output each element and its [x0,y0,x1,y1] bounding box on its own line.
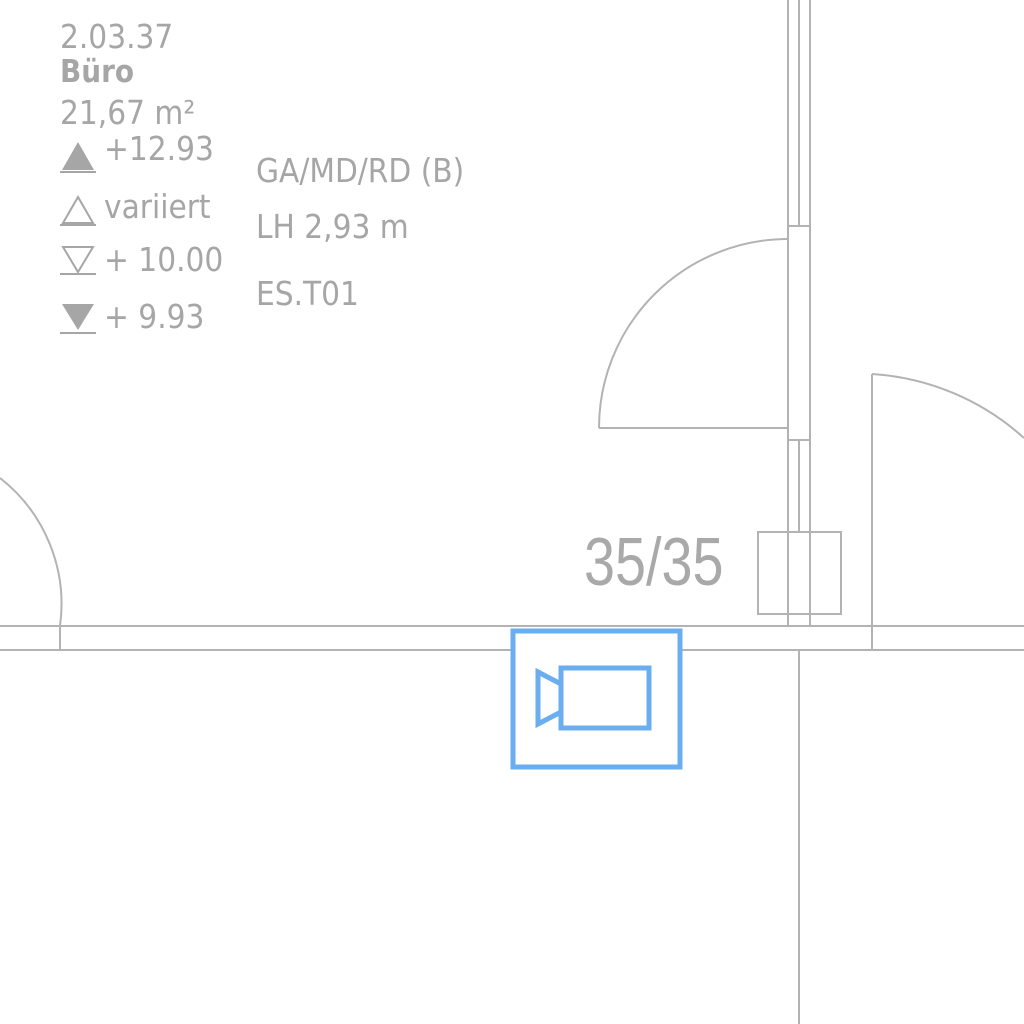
elevation-raw-floor: + 9.93 [104,297,205,336]
room-area: 21,67 m² [60,93,196,132]
outline-up-triangle-icon [60,194,96,226]
elevation-finished-floor: + 10.00 [104,240,224,279]
filled-down-triangle-icon [60,304,96,334]
door-swing-partition [598,238,789,429]
column-size-label: 35/35 [584,524,724,600]
filled-up-triangle-icon [60,142,96,173]
door-swing-left [0,477,63,650]
video-camera-icon[interactable] [510,628,683,770]
vertical-partition-wall [787,0,811,1024]
column-box[interactable] [757,531,842,615]
elevation-ceiling: variiert [104,187,211,226]
room-code: ES.T01 [256,274,359,313]
elevation-top-of-structure: +12.93 [104,129,214,168]
room-name: Büro [60,54,135,90]
ceiling-height: LH 2,93 m [256,207,409,246]
door-swing-right [871,373,1024,650]
floor-type: GA/MD/RD (B) [256,151,465,190]
outline-down-triangle-icon [60,246,96,275]
room-number: 2.03.37 [60,17,174,56]
